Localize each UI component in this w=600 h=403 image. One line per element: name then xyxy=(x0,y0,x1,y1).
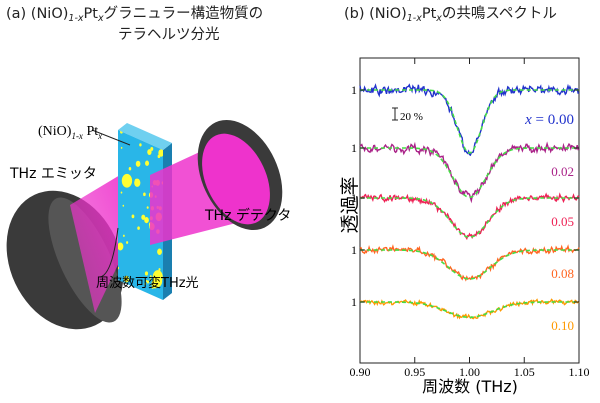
fit-curve xyxy=(360,249,579,280)
fit-curve xyxy=(360,301,579,319)
setup-diagram: (NiO)1-x Ptx THz エミッタ THz デテクタ 周波数可変THz光 xyxy=(6,120,291,330)
metal-particle xyxy=(121,173,133,188)
metal-particle xyxy=(158,149,163,157)
y-tick-label: 1 xyxy=(351,243,357,257)
metal-particle xyxy=(135,160,141,167)
metal-particle xyxy=(134,178,138,183)
metal-particle xyxy=(122,204,125,207)
y-tick-label: 1 xyxy=(351,191,357,205)
metal-particle xyxy=(144,217,149,224)
metal-particle xyxy=(145,279,148,283)
series-label: x = 0.00 xyxy=(524,112,574,128)
metal-particle xyxy=(128,167,132,171)
series-label: 0.08 xyxy=(551,266,574,281)
panel-b-title: (b) (NiO)1-xPtxの共鳴スペクトル xyxy=(344,6,557,24)
legend-variable: x xyxy=(524,112,535,128)
x-tick-label: 1.05 xyxy=(514,365,535,379)
series-label: 0.05 xyxy=(551,214,574,229)
series-line xyxy=(359,141,580,204)
metal-particle xyxy=(141,214,146,220)
x-tick-label: 0.90 xyxy=(350,365,371,379)
detector-dome xyxy=(197,120,283,230)
metal-particle xyxy=(118,242,124,251)
metal-particle xyxy=(146,206,149,209)
thz-beam-incoming xyxy=(70,175,125,313)
sample-label: (NiO)1-x Ptx xyxy=(38,124,102,141)
metal-particle xyxy=(150,146,154,151)
metal-particle xyxy=(143,192,146,197)
y-tick-label: 1 xyxy=(351,141,357,155)
beam-pointer xyxy=(99,227,119,278)
metal-particle xyxy=(126,241,129,244)
fit-curve xyxy=(360,89,579,154)
fit-curve xyxy=(360,147,579,199)
scale-bar: 20 % xyxy=(392,107,423,123)
x-tick-label: 0.95 xyxy=(404,365,425,379)
legend-value: = 0.00 xyxy=(536,112,574,128)
sample-pointer xyxy=(91,129,131,146)
beam-label: 周波数可変THz光 xyxy=(96,275,199,291)
metal-particle xyxy=(123,275,129,283)
emitter-label: THz エミッタ xyxy=(9,166,97,182)
y-tick-label: 1 xyxy=(351,83,357,97)
x-tick-label: 1.00 xyxy=(459,365,480,379)
metal-particle xyxy=(131,214,135,219)
metal-particle xyxy=(139,143,142,147)
spectra-chart: 透過率 x = 0.00 0.02 0.05 0.08 0.10 1 1 1 1 1 0.90 0… xyxy=(340,57,590,396)
metal-particle xyxy=(147,149,152,155)
metal-particle xyxy=(157,248,162,255)
x-axis-label: 周波数 (THz) xyxy=(422,377,518,396)
series-label: 0.10 xyxy=(551,318,574,333)
metal-particle xyxy=(149,275,152,278)
panel-a-title-line2: テラヘルツ分光 xyxy=(118,27,220,43)
scale-bar-label: 20 % xyxy=(400,111,423,123)
metal-particle xyxy=(158,268,161,271)
metal-particle xyxy=(120,146,123,149)
series-line xyxy=(359,244,580,282)
metal-particle xyxy=(137,226,140,230)
metal-particle xyxy=(145,160,150,166)
metal-particle xyxy=(151,279,159,289)
metal-particle xyxy=(144,282,147,286)
series-line xyxy=(359,192,580,241)
metal-particle xyxy=(120,191,123,194)
metal-particle xyxy=(122,234,125,237)
detector-label: THz デテクタ xyxy=(204,207,291,224)
metal-particle xyxy=(144,271,149,276)
fit-curve xyxy=(360,197,579,238)
x-tick-label: 1.10 xyxy=(569,365,590,379)
metal-particle xyxy=(149,278,152,281)
y-tick-label: 1 xyxy=(351,295,357,309)
metal-particle xyxy=(118,266,120,270)
y-axis-label: 透過率 xyxy=(340,176,361,233)
series-label: 0.02 xyxy=(551,164,574,179)
panel-a-title: (a) (NiO)1-xPtxグラニュラー構造物質の xyxy=(6,6,264,24)
